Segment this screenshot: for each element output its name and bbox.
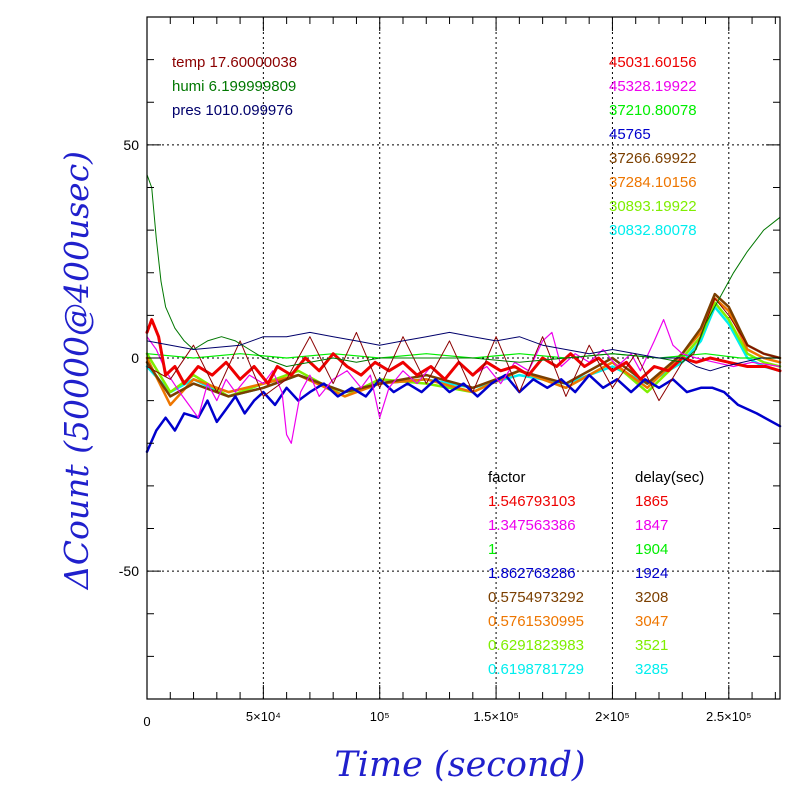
table-delay-value: 3521: [635, 637, 668, 654]
count-legend-entry: 45031.60156: [609, 54, 697, 71]
x-tick-label: 5×10⁴: [246, 709, 281, 724]
table-delay-value: 1847: [635, 517, 668, 534]
count-legend-entry: 30832.80078: [609, 222, 697, 239]
table-factor-value: 1.546793103: [488, 493, 576, 510]
table-delay-value: 1924: [635, 565, 668, 582]
table-factor-value: 0.6198781729: [488, 661, 584, 678]
series-line: [146, 297, 781, 402]
count-legend-entry: 37210.80078: [609, 102, 697, 119]
table-factor-value: 0.6291823983: [488, 637, 584, 654]
tick-marks: [146, 17, 780, 699]
table-delay-value: 1904: [635, 541, 668, 558]
y-tick-label: 0: [131, 350, 139, 366]
table-delay-value: 1865: [635, 493, 668, 510]
y-axis-title: ΔCount (50000@400usec): [57, 151, 96, 591]
count-legend-entry: 37266.69922: [609, 150, 697, 167]
count-legend-entry: 45765: [609, 126, 651, 143]
env-legend-entry: pres 1010.099976: [172, 102, 293, 119]
series-line: [146, 174, 781, 367]
x-tick-label: 2.5×10⁵: [706, 709, 752, 724]
x-tick-label: 10⁵: [370, 709, 390, 724]
x-tick-label: 1.5×10⁵: [473, 709, 519, 724]
series-lines: [145, 174, 782, 454]
table-factor-value: 0.5761530995: [488, 613, 584, 630]
count-legend-entry: 45328.19922: [609, 78, 697, 95]
table-delay-value: 3047: [635, 613, 668, 630]
series-line: [145, 318, 782, 386]
x-axis-title: Time (second): [334, 745, 585, 785]
env-legend-entry: humi 6.199999809: [172, 78, 296, 95]
y-tick-label: -50: [119, 563, 139, 579]
x-tick-label: 2×10⁵: [595, 709, 630, 724]
table-factor-value: 1: [488, 541, 496, 558]
table-header-factor: factor: [488, 469, 526, 486]
series-line: [146, 331, 781, 372]
count-legend-entry: 30893.19922: [609, 198, 697, 215]
y-tick-label: 50: [123, 137, 139, 153]
factor-delay-table: factor delay(sec) 1.546793103 1865 1.3475633…: [488, 469, 704, 678]
x-tick-label: 0: [143, 714, 150, 729]
table-factor-value: 1.862763286: [488, 565, 576, 582]
table-delay-value: 3285: [635, 661, 668, 678]
table-factor-value: 1.347563386: [488, 517, 576, 534]
series-line: [145, 373, 782, 454]
legend: temp 17.60000038 humi 6.199999809 pres 101…: [172, 54, 697, 239]
table-factor-value: 0.5754973292: [488, 589, 584, 606]
table-delay-value: 3208: [635, 589, 668, 606]
count-legend-entry: 37284.10156: [609, 174, 697, 191]
env-legend-entry: temp 17.60000038: [172, 54, 297, 71]
tick-labels: 0 5×10⁴ 10⁵ 1.5×10⁵ 2×10⁵ 2.5×10⁵ 50 0 -50: [119, 137, 752, 729]
table-header-delay: delay(sec): [635, 469, 704, 486]
series-line: [146, 319, 781, 444]
